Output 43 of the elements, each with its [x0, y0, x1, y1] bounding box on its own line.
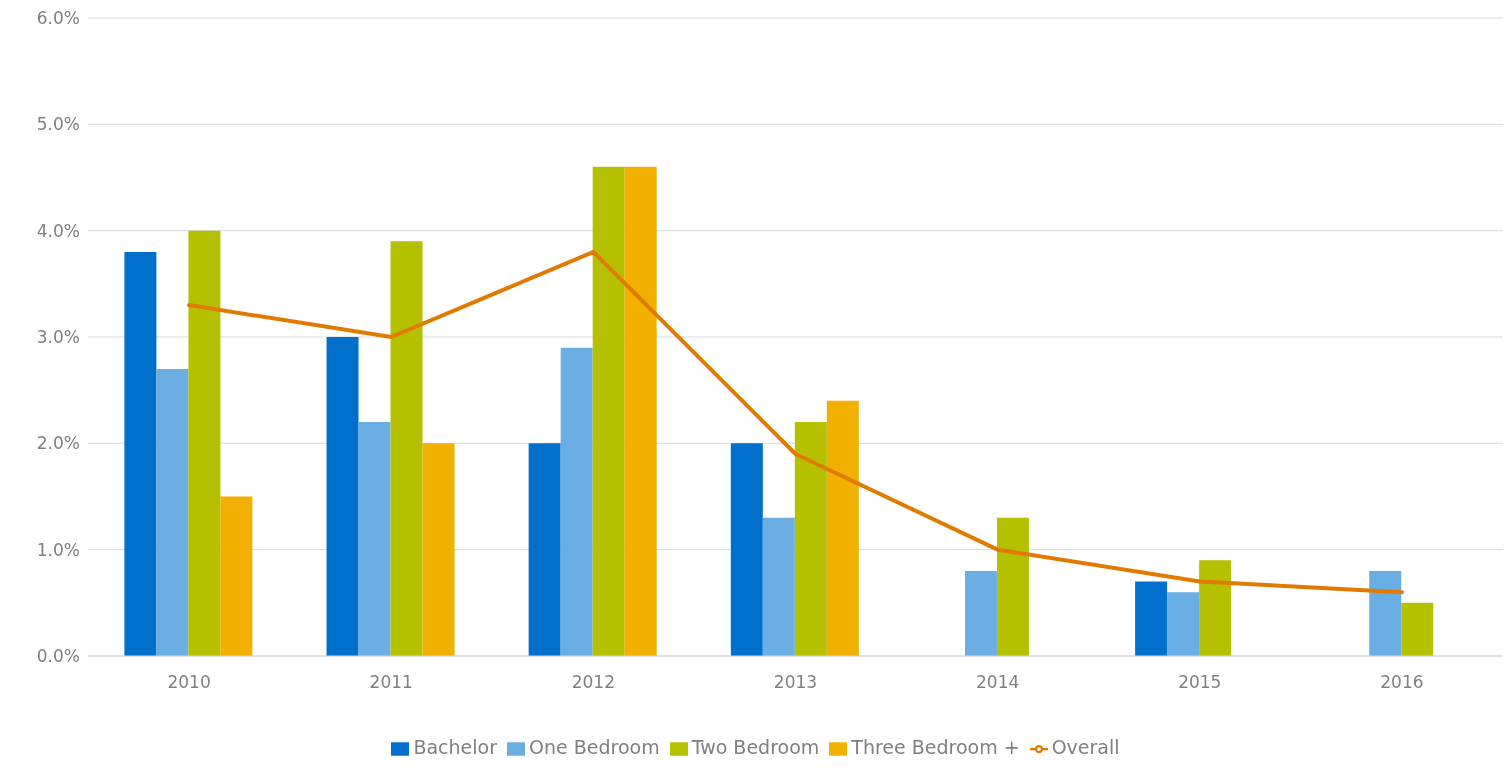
bar [1199, 560, 1232, 656]
legend-label: Overall [1051, 736, 1120, 758]
line-series [187, 249, 1404, 595]
bar [1135, 581, 1168, 656]
x-tick-label: 2012 [571, 672, 615, 693]
x-tick-label: 2011 [369, 672, 413, 693]
bar [124, 251, 157, 656]
y-tick-label: 2.0% [36, 433, 80, 454]
bar [390, 241, 423, 656]
legend-label: Three Bedroom + [851, 736, 1020, 758]
bar [528, 443, 561, 656]
bar [1401, 602, 1434, 656]
bar [826, 400, 859, 656]
bar [762, 517, 795, 656]
x-tick-label: 2016 [1380, 672, 1424, 693]
y-tick-label: 1.0% [36, 539, 80, 560]
legend-label: Two Bedroom [691, 736, 820, 758]
x-tick-label: 2015 [1178, 672, 1222, 693]
y-tick-label: 6.0% [36, 8, 80, 29]
bar [794, 422, 827, 656]
y-tick-label: 0.0% [36, 646, 80, 667]
bar [1167, 592, 1200, 656]
y-tick-label: 3.0% [36, 327, 80, 348]
bar [220, 496, 253, 656]
legend-label: Bachelor [413, 736, 498, 758]
bar [326, 337, 359, 656]
bar [156, 368, 189, 656]
bar [730, 443, 763, 656]
bar [592, 166, 625, 656]
y-tick-label: 5.0% [36, 114, 80, 135]
bar [996, 517, 1029, 656]
bar [188, 230, 221, 656]
bar [624, 166, 657, 656]
bar [964, 570, 997, 656]
legend-label: One Bedroom [529, 736, 660, 758]
x-tick-label: 2013 [773, 672, 818, 693]
x-tick-label: 2010 [167, 672, 211, 693]
bar [358, 422, 391, 656]
bar [422, 443, 455, 656]
bar [560, 347, 593, 656]
bar [1369, 570, 1402, 656]
y-tick-label: 4.0% [36, 220, 80, 241]
x-tick-label: 2014 [976, 672, 1020, 693]
